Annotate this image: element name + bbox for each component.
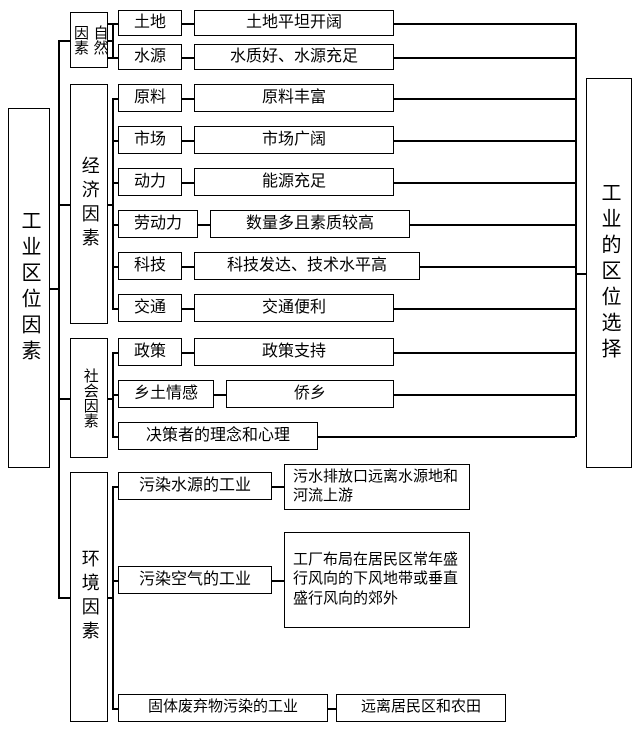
connector — [108, 23, 118, 25]
cat-environment: 环境因素 — [70, 472, 108, 722]
connector — [112, 486, 114, 708]
factor-airpoll: 污染空气的工业 — [118, 566, 272, 594]
connector — [108, 204, 112, 206]
connector — [58, 398, 70, 400]
connector — [108, 57, 118, 59]
connector — [58, 597, 70, 599]
connector — [394, 182, 575, 184]
cat-natural: 自然因素 — [70, 12, 108, 68]
connector — [394, 394, 575, 396]
desc-waterpoll: 污水排放口远离水源地和河流上游 — [284, 464, 470, 510]
connector — [112, 352, 118, 354]
connector — [112, 140, 118, 142]
factor-market: 市场 — [118, 126, 182, 154]
connector — [108, 597, 112, 599]
factor-tech: 科技 — [118, 252, 182, 280]
connector — [112, 266, 118, 268]
connector — [112, 308, 118, 310]
factor-solidpoll: 固体废弃物污染的工业 — [118, 694, 328, 722]
connector — [58, 40, 70, 42]
connector — [575, 23, 577, 437]
connector — [58, 204, 70, 206]
connector — [394, 352, 575, 354]
factor-decision: 决策者的理念和心理 — [118, 422, 318, 450]
desc-traffic: 交通便利 — [194, 294, 394, 322]
connector — [318, 436, 575, 438]
connector — [112, 98, 118, 100]
connector — [328, 708, 336, 710]
connector — [394, 57, 575, 59]
connector — [108, 398, 112, 400]
factor-labor: 劳动力 — [118, 210, 198, 238]
connector — [182, 140, 194, 142]
connector — [112, 182, 118, 184]
connector — [112, 394, 118, 396]
connector — [108, 40, 112, 42]
desc-water: 水质好、水源充足 — [194, 44, 394, 70]
connector — [410, 224, 575, 226]
connector — [112, 98, 114, 308]
factor-water: 水源 — [118, 44, 182, 70]
connector — [112, 486, 118, 488]
factor-power: 动力 — [118, 168, 182, 196]
connector — [182, 57, 194, 59]
desc-solidpoll: 远离居民区和农田 — [336, 694, 506, 722]
desc-tech: 科技发达、技术水平高 — [194, 252, 420, 280]
connector — [182, 308, 194, 310]
connector — [394, 140, 575, 142]
cat-social: 社会因素 — [70, 338, 108, 458]
connector — [182, 352, 194, 354]
factor-traffic: 交通 — [118, 294, 182, 322]
desc-power: 能源充足 — [194, 168, 394, 196]
connector — [272, 580, 284, 582]
connector — [112, 436, 118, 438]
root-left: 工业区位因素 — [8, 108, 50, 468]
factor-policy: 政策 — [118, 338, 182, 366]
connector — [112, 580, 118, 582]
connector — [420, 266, 575, 268]
connector — [394, 98, 575, 100]
connector — [112, 708, 118, 710]
desc-airpoll: 工厂布局在居民区常年盛行风向的下风地带或垂直盛行风向的郊外 — [284, 532, 470, 628]
factor-hometown: 乡土情感 — [118, 380, 214, 408]
root-right: 工业的区位选择 — [586, 78, 632, 468]
factor-material: 原料 — [118, 84, 182, 112]
connector — [182, 23, 194, 25]
cat-economic: 经济因素 — [70, 84, 108, 324]
connector — [182, 266, 194, 268]
connector — [394, 308, 575, 310]
desc-labor: 数量多且素质较高 — [210, 210, 410, 238]
factor-land: 土地 — [118, 10, 182, 36]
connector — [394, 23, 575, 25]
desc-policy: 政策支持 — [194, 338, 394, 366]
connector — [272, 486, 284, 488]
desc-land: 土地平坦开阔 — [194, 10, 394, 36]
factor-waterpoll: 污染水源的工业 — [118, 472, 272, 500]
desc-hometown: 侨乡 — [226, 380, 394, 408]
desc-material: 原料丰富 — [194, 84, 394, 112]
connector — [112, 23, 114, 57]
connector — [182, 182, 194, 184]
connector — [214, 394, 226, 396]
connector — [198, 224, 210, 226]
connector — [182, 98, 194, 100]
connector — [112, 224, 118, 226]
connector — [50, 288, 58, 290]
factors-tree-diagram: 工业区位因素 工业的区位选择 自然因素 土地 土地平坦开阔 水源 水质好、水源充… — [8, 8, 632, 733]
connector — [575, 273, 586, 275]
connector — [58, 40, 60, 598]
desc-market: 市场广阔 — [194, 126, 394, 154]
